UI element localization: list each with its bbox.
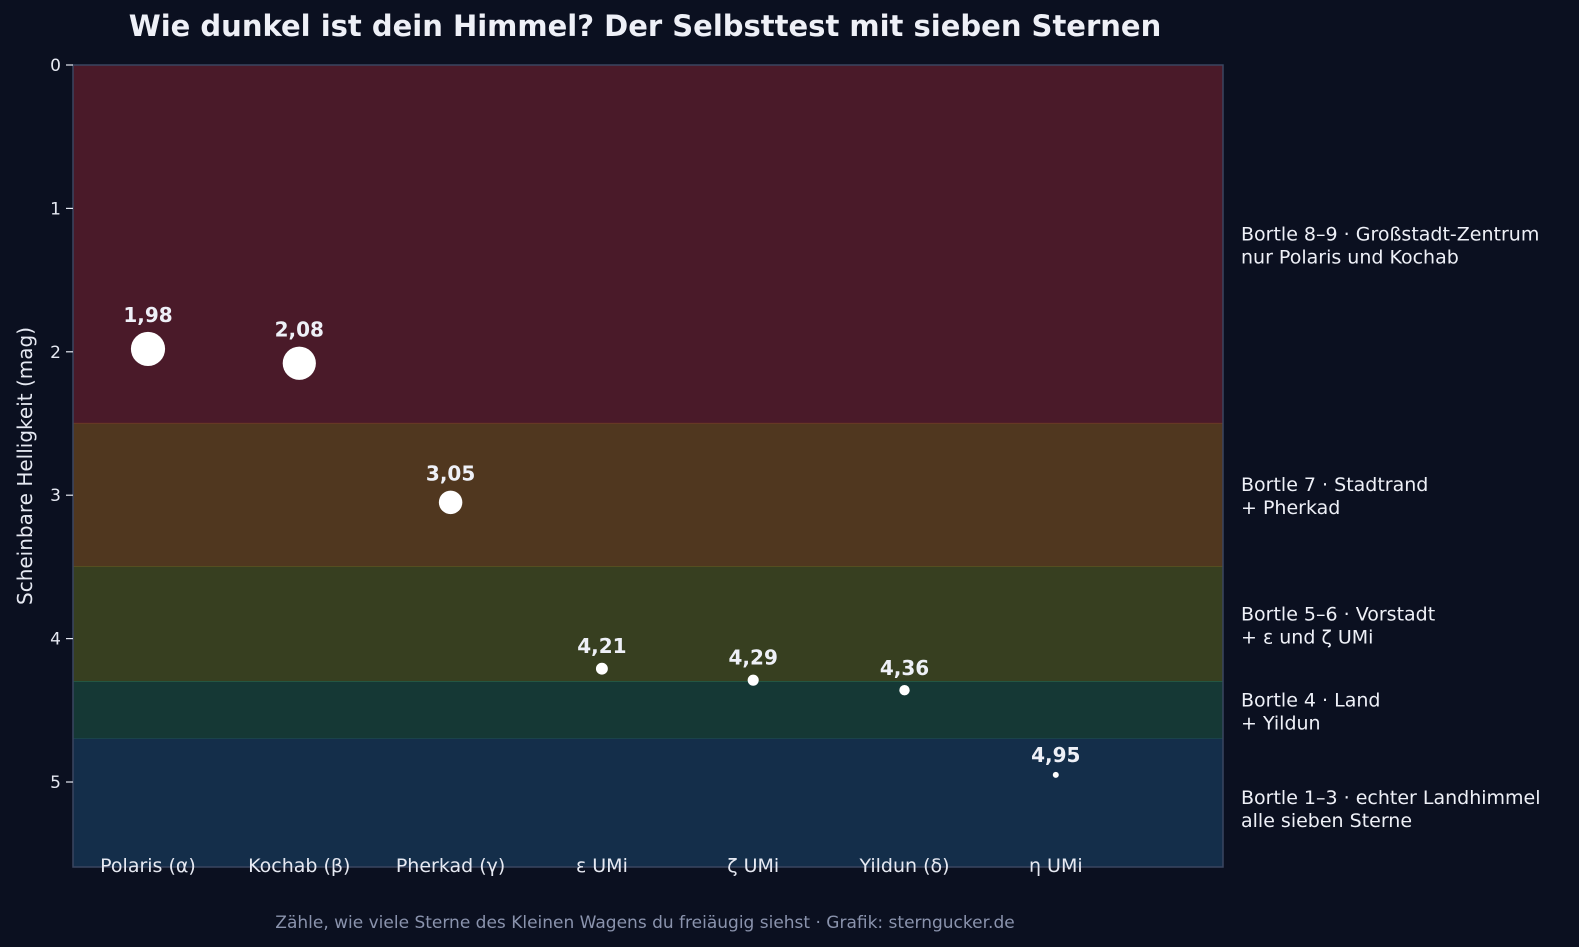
footnote: Zähle, wie viele Sterne des Kleinen Wage… [275,913,1014,933]
zone-label-title-1: Bortle 7 · Stadtrand [1241,474,1428,496]
star-value-label-4: 4,29 [729,646,778,670]
zone-label-title-3: Bortle 4 · Land [1241,689,1380,711]
bortle-zones [73,65,1223,867]
y-tick-label-1: 1 [50,199,61,219]
zone-band-0 [73,65,1223,424]
chart-title: Wie dunkel ist dein Himmel? Der Selbstte… [129,9,1162,43]
star-point-3 [595,662,608,675]
zone-label-title-4: Bortle 1–3 · echter Landhimmel [1241,787,1541,809]
star-value-label-5: 4,36 [880,656,929,680]
y-tick-label-3: 3 [50,486,61,506]
zone-label-detail-3: + Yildun [1241,712,1321,734]
zone-band-1 [73,423,1223,567]
category-label-0: Polaris (α) [100,855,196,877]
zone-band-2 [73,566,1223,682]
y-axis: 0 1 2 3 4 5 [50,56,73,793]
star-value-label-6: 4,95 [1031,743,1080,767]
zone-label-detail-4: alle sieben Sterne [1241,810,1412,832]
star-point-6 [1052,771,1059,778]
star-point-2 [438,490,463,515]
y-axis-label: Scheinbare Helligkeit (mag) [13,327,37,605]
star-point-1 [282,346,316,380]
star-value-label-0: 1,98 [123,303,172,327]
star-point-0 [130,331,166,367]
y-tick-label-2: 2 [50,343,61,363]
zone-band-3 [73,681,1223,739]
star-point-5 [899,685,910,696]
category-label-2: Pherkad (γ) [396,855,505,877]
plot-frame [72,64,1224,868]
category-labels: Polaris (α) Kochab (β) Pherkad (γ) ε UMi ζ U… [100,855,1082,877]
y-tick-label-0: 0 [50,56,61,76]
y-tick-label-4: 4 [50,630,61,650]
star-value-label-2: 3,05 [426,462,475,486]
star-points: 1,98 2,08 3,05 4,21 4,29 4,36 4,95 [123,303,1080,778]
zone-label-title-0: Bortle 8–9 · Großstadt-Zentrum [1241,223,1539,245]
category-label-5: Yildun (δ) [858,855,949,877]
star-point-4 [747,674,759,686]
category-label-3: ε UMi [576,855,628,877]
category-label-1: Kochab (β) [248,855,350,877]
zone-band-4 [73,738,1223,867]
zone-label-detail-0: nur Polaris und Kochab [1241,246,1459,268]
star-value-label-1: 2,08 [275,318,324,342]
zone-label-detail-1: + Pherkad [1241,497,1340,519]
y-tick-label-5: 5 [50,773,61,793]
category-label-6: η UMi [1029,855,1083,877]
zone-label-detail-2: + ε und ζ UMi [1241,626,1373,648]
star-value-label-3: 4,21 [577,634,626,658]
zone-label-title-2: Bortle 5–6 · Vorstadt [1241,603,1435,625]
category-label-4: ζ UMi [727,855,779,877]
